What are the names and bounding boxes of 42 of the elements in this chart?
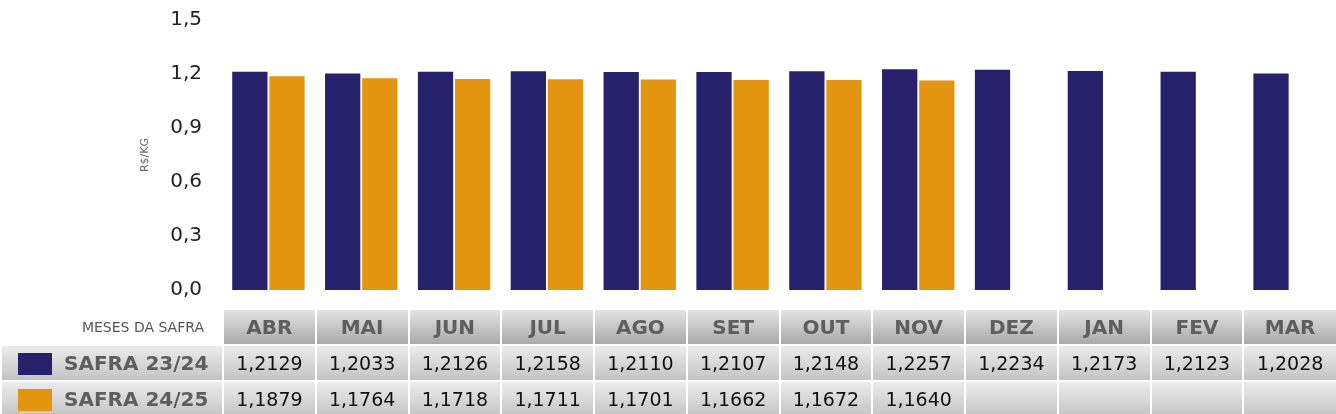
x-tick-label: NOV: [872, 310, 965, 345]
x-tick-label: JUL: [501, 310, 594, 345]
data-label: 1,2107: [686, 345, 780, 381]
data-label: 1,1672: [779, 381, 873, 414]
x-tick-label: FEV: [1150, 310, 1244, 345]
x-tick-label: OUT: [779, 310, 873, 345]
data-label: 1,2110: [594, 345, 687, 381]
y-tick-label: 0,6: [170, 168, 202, 193]
x-tick-label: JUN: [408, 310, 502, 345]
y-tick-label: 0,0: [170, 276, 202, 301]
data-label: 1,2158: [501, 345, 594, 381]
y-axis-title: R$/KG: [138, 137, 152, 173]
y-tick-label: 0,3: [170, 222, 202, 247]
data-label: 1,1662: [686, 381, 780, 414]
data-label: 1,1879: [223, 381, 316, 414]
y-tick-label: 1,2: [170, 60, 202, 85]
legend-label: SAFRA 24/25: [1, 381, 223, 414]
legend-label: SAFRA 23/24: [1, 345, 223, 381]
data-label: 1,1764: [315, 381, 409, 414]
data-label: 1,2033: [315, 345, 409, 381]
x-axis-title: MESES DA SAFRA: [1, 310, 223, 345]
data-label: 1,2234: [965, 345, 1058, 381]
x-tick-label: AGO: [594, 310, 687, 345]
x-tick-label: MAR: [1243, 310, 1336, 345]
x-tick-label: MAI: [315, 310, 409, 345]
data-label: 1,2028: [1243, 345, 1336, 381]
data-label: 1,2129: [223, 345, 316, 381]
data-label: 1,2126: [408, 345, 502, 381]
y-tick-label: 1,5: [170, 6, 202, 31]
data-label: 1,1640: [872, 381, 965, 414]
data-label: 1,1701: [594, 381, 687, 414]
x-tick-label: SET: [686, 310, 780, 345]
x-tick-label: DEZ: [965, 310, 1058, 345]
data-label: 1,2148: [779, 345, 873, 381]
data-label: 1,1718: [408, 381, 502, 414]
y-tick-label: 0,9: [170, 114, 202, 139]
data-label: 1,2173: [1057, 345, 1151, 381]
data-label: 1,2257: [872, 345, 965, 381]
data-label: 1,2123: [1150, 345, 1244, 381]
x-tick-label: ABR: [223, 310, 316, 345]
x-tick-label: JAN: [1057, 310, 1151, 345]
data-label: 1,1711: [501, 381, 594, 414]
